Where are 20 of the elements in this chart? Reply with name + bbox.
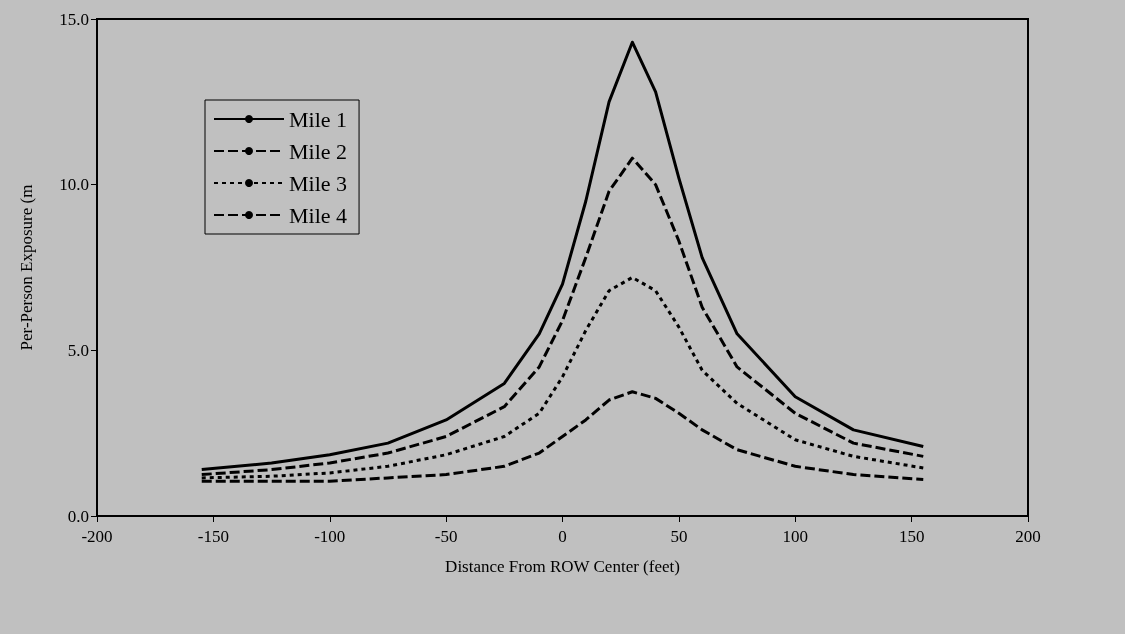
x-tick-label: -200 [81,527,113,546]
y-tick-label: 15.0 [59,9,89,29]
x-tick-label: -50 [434,527,458,546]
legend-label: Mile 4 [289,202,348,228]
x-tick-label: -100 [314,527,346,546]
y-tick-label: 0.0 [67,506,89,526]
x-tick-label: 200 [1015,527,1041,546]
x-tick-label: -150 [197,527,229,546]
legend-label: Mile 3 [289,170,348,196]
y-axis-title: Per-Person Exposure (m [17,184,36,351]
x-axis-title: Distance From ROW Center (feet) [445,557,680,576]
line-series [200,40,925,472]
x-tick-label: 100 [782,527,808,546]
y-tick-label: 5.0 [67,340,89,360]
y-tick-label: 10.0 [59,175,89,195]
legend-label: Mile 2 [289,138,348,164]
x-tick-label: 50 [670,527,688,546]
x-tick-label: 150 [898,527,925,546]
legend-label: Mile 1 [289,106,348,132]
x-tick-label: 0 [558,527,567,546]
